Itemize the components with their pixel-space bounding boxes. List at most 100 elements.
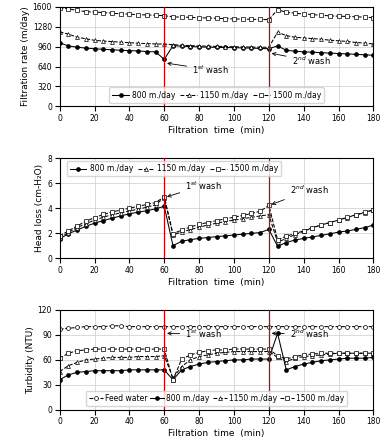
1150 m./day (188, 357, 193, 362)
1500 m./day (362, 210, 367, 215)
1150 m./day (371, 41, 376, 47)
Feed water (362, 324, 367, 329)
800 m./day (92, 221, 97, 226)
Text: 1$^{st}$ wash: 1$^{st}$ wash (168, 62, 229, 76)
1150 m./day (232, 44, 236, 50)
1150 m./day (188, 43, 193, 48)
1500 m./day (301, 12, 306, 17)
1150 m./day (92, 356, 97, 361)
1150 m./day (118, 355, 123, 360)
Feed water (310, 324, 315, 329)
1500 m./day (179, 356, 184, 361)
1150 m./day (362, 210, 367, 215)
800 m./day (136, 367, 141, 373)
1500 m./day (310, 12, 315, 17)
800 m./day (84, 46, 88, 51)
1150 m./day (101, 356, 105, 361)
1500 m./day (258, 17, 263, 22)
800 m./day (84, 369, 88, 374)
Legend: Feed water, 800 m./day, 1150 m./day, 1500 m./day: Feed water, 800 m./day, 1150 m./day, 150… (86, 391, 347, 406)
1150 m./day (136, 206, 141, 212)
800 m./day (258, 230, 263, 235)
800 m./day (153, 367, 158, 373)
Feed water (162, 324, 167, 329)
800 m./day (66, 43, 71, 49)
1500 m./day (101, 10, 105, 15)
1150 m./day (319, 222, 323, 228)
1150 m./day (336, 218, 341, 223)
1500 m./day (75, 8, 79, 13)
1500 m./day (66, 228, 71, 233)
1500 m./day (275, 237, 280, 242)
800 m./day (223, 358, 228, 363)
800 m./day (301, 49, 306, 54)
1150 m./day (328, 38, 332, 43)
1150 m./day (249, 44, 254, 50)
800 m./day (127, 211, 132, 217)
1150 m./day (57, 369, 62, 374)
Line: 1150 m./day: 1150 m./day (58, 30, 375, 49)
1150 m./day (144, 41, 149, 46)
1150 m./day (319, 36, 323, 42)
1150 m./day (336, 38, 341, 43)
1150 m./day (66, 31, 71, 37)
800 m./day (240, 357, 245, 362)
1500 m./day (127, 346, 132, 352)
1150 m./day (249, 215, 254, 220)
1150 m./day (266, 349, 271, 354)
1150 m./day (310, 353, 315, 358)
800 m./day (188, 237, 193, 242)
800 m./day (92, 368, 97, 373)
1500 m./day (206, 220, 210, 225)
1150 m./day (258, 349, 263, 354)
1500 m./day (171, 377, 175, 382)
1500 m./day (214, 347, 219, 353)
800 m./day (249, 356, 254, 361)
1500 m./day (92, 9, 97, 15)
800 m./day (75, 45, 79, 50)
800 m./day (101, 218, 105, 223)
Feed water (214, 324, 219, 329)
1500 m./day (266, 17, 271, 22)
1150 m./day (136, 41, 141, 46)
Feed water (153, 324, 158, 329)
1500 m./day (240, 346, 245, 352)
Feed water (328, 324, 332, 329)
800 m./day (293, 364, 297, 369)
1500 m./day (232, 346, 236, 352)
Feed water (223, 324, 228, 329)
Feed water (101, 324, 105, 329)
1150 m./day (127, 208, 132, 214)
1150 m./day (275, 355, 280, 360)
1150 m./day (153, 354, 158, 359)
1500 m./day (232, 16, 236, 22)
1150 m./day (240, 349, 245, 354)
Feed water (206, 324, 210, 329)
Line: 1500 m./day: 1500 m./day (58, 6, 375, 22)
1150 m./day (171, 42, 175, 47)
1150 m./day (354, 40, 358, 45)
1150 m./day (206, 43, 210, 49)
Feed water (66, 326, 71, 331)
1150 m./day (153, 41, 158, 47)
1150 m./day (101, 214, 105, 220)
1150 m./day (275, 30, 280, 35)
1150 m./day (118, 210, 123, 216)
1500 m./day (223, 216, 228, 222)
800 m./day (84, 224, 88, 229)
800 m./day (188, 364, 193, 369)
800 m./day (66, 231, 71, 237)
1500 m./day (310, 351, 315, 357)
1500 m./day (84, 9, 88, 14)
1150 m./day (84, 221, 88, 226)
1150 m./day (293, 356, 297, 361)
1500 m./day (197, 350, 201, 355)
1500 m./day (92, 215, 97, 220)
800 m./day (144, 49, 149, 54)
800 m./day (293, 237, 297, 243)
800 m./day (362, 52, 367, 58)
800 m./day (92, 46, 97, 51)
Feed water (354, 324, 358, 329)
1150 m./day (179, 364, 184, 369)
Feed water (371, 324, 376, 329)
